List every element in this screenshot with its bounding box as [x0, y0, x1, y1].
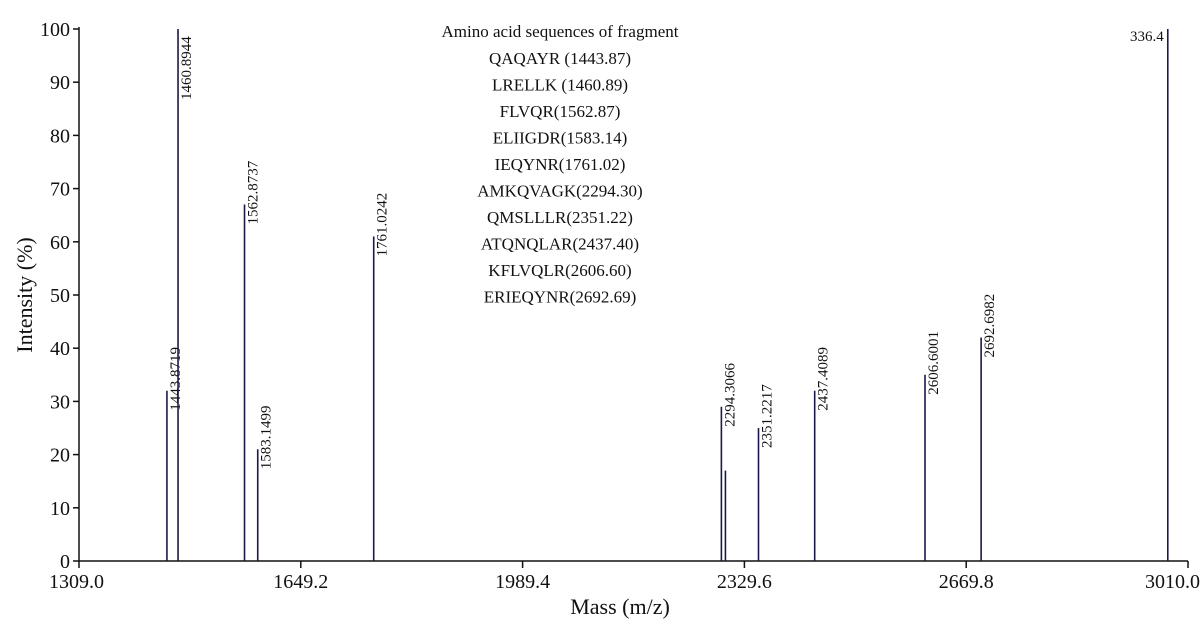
annotation-line: ELIIGDR(1583.14)	[493, 129, 628, 148]
y-tick-label: 0	[60, 551, 70, 573]
y-axis-label: Intensity (%)	[12, 237, 37, 352]
y-tick-label: 40	[50, 338, 70, 360]
annotation-line: AMKQVAGK(2294.30)	[477, 182, 642, 201]
peak-label: 2606.6001	[926, 331, 942, 395]
peak-label: 1443.8719	[168, 347, 184, 411]
annotation-line: IEQYNR(1761.02)	[495, 155, 626, 174]
x-tick-label: 2329.6	[717, 571, 772, 593]
x-tick-label: 3010.0	[1145, 571, 1200, 593]
y-tick-label: 60	[50, 232, 70, 254]
y-tick-label: 10	[50, 498, 70, 520]
peak-label: 1583.1499	[259, 406, 275, 470]
x-tick-label: 1649.2	[273, 571, 328, 593]
annotation-title: Amino acid sequences of fragment	[442, 22, 679, 41]
y-tick-label: 70	[50, 179, 70, 201]
peak-label: 2437.4089	[816, 347, 832, 411]
annotation-line: KFLVQLR(2606.60)	[488, 261, 631, 280]
annotation-line: LRELLK (1460.89)	[492, 76, 628, 95]
y-tick-label: 30	[50, 391, 70, 413]
annotation-line: QAQAYR (1443.87)	[489, 49, 631, 68]
y-tick-label: 100	[40, 19, 70, 41]
y-tick-label: 20	[50, 445, 70, 467]
annotation-line: QMSLLLR(2351.22)	[487, 208, 633, 227]
peak-label: 1562.8737	[246, 160, 262, 224]
peak-label: 336.4	[1130, 29, 1164, 45]
x-tick-label: 2669.8	[939, 571, 994, 593]
peak-label: 1460.8944	[179, 36, 195, 100]
peak-label: 1761.0242	[375, 193, 391, 257]
annotation-line: ATQNQLAR(2437.40)	[481, 235, 639, 254]
peak-label: 2692.6982	[982, 294, 998, 358]
peak-label: 2294.3066	[722, 362, 738, 426]
x-tick-label: 1989.4	[495, 571, 550, 593]
x-tick-label: 1309.0	[49, 571, 104, 593]
annotation-line: FLVQR(1562.87)	[500, 102, 621, 121]
x-axis-label: Mass (m/z)	[570, 594, 670, 619]
peak-label: 2351.2217	[759, 384, 775, 448]
y-tick-label: 90	[50, 72, 70, 94]
y-tick-label: 80	[50, 125, 70, 147]
annotation-line: ERIEQYNR(2692.69)	[484, 288, 637, 307]
y-tick-label: 50	[50, 285, 70, 307]
